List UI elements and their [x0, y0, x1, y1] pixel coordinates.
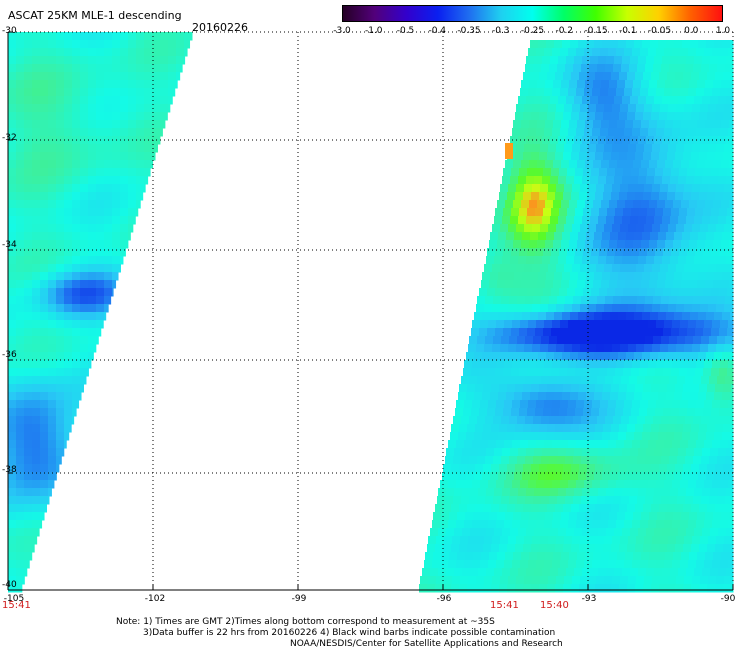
lat-label-36: -36: [2, 350, 17, 360]
product-title: ASCAT 25KM MLE-1 descending: [8, 9, 182, 22]
lon-label-90: -90: [720, 594, 736, 604]
color-scale-tick: -0.25: [520, 26, 545, 36]
lat-label-38: -38: [2, 465, 17, 475]
color-scale-tick: -0.05: [647, 26, 672, 36]
note-line-3: NOAA/NESDIS/Center for Satellite Applica…: [290, 639, 563, 649]
lon-label-99: -99: [291, 594, 307, 604]
product-date: 20160226: [192, 21, 248, 34]
lon-label-102: -102: [144, 594, 166, 604]
swath-time-right-a: 15:41: [490, 600, 519, 611]
note-line-2: 3)Data buffer is 22 hrs from 20160226 4)…: [143, 628, 556, 638]
color-scale-tick: -1.0: [364, 26, 383, 36]
color-scale-tick: 0.0: [684, 26, 699, 36]
color-scale-tick: 1.0: [715, 26, 731, 36]
swath-time-right-b: 15:40: [540, 600, 569, 611]
lat-label-40: -40: [2, 580, 17, 590]
lat-label-30: -30: [2, 26, 17, 36]
color-scale-bar: [342, 5, 723, 22]
color-scale-tick: -0.5: [396, 26, 415, 36]
note-line-1: Note: 1) Times are GMT 2)Times along bot…: [116, 617, 495, 627]
color-scale-tick: -0.15: [584, 26, 608, 36]
lon-label-96: -96: [436, 594, 452, 604]
color-scale-tick: -0.3: [491, 26, 510, 36]
lat-label-34: -34: [2, 240, 17, 250]
lat-label-32: -32: [2, 133, 17, 143]
color-scale-tick: -0.35: [457, 26, 481, 36]
color-scale-tick: -0.2: [555, 26, 574, 36]
lon-label-105: -105: [3, 594, 25, 604]
color-scale-tick: -0.4: [428, 26, 447, 36]
color-scale-tick: -0.1: [618, 26, 637, 36]
color-scale-tick: -3.0: [333, 26, 351, 36]
lon-label-93: -93: [581, 594, 597, 604]
swath-time-left: 15:41: [2, 600, 31, 611]
